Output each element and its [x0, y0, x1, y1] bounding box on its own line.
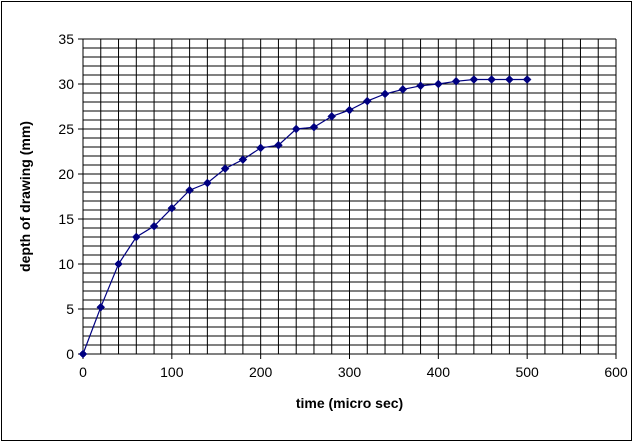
y-tick-label: 30: [58, 76, 74, 92]
data-point-marker: [114, 259, 123, 269]
data-point-marker: [167, 203, 177, 213]
y-tick-label: 35: [58, 31, 74, 47]
data-point-marker: [433, 79, 443, 89]
x-axis-title: time (micro sec): [296, 395, 403, 411]
data-point-marker: [291, 124, 301, 134]
y-tick-label: 10: [58, 256, 74, 272]
data-point-marker: [469, 75, 479, 84]
y-tick-label: 0: [66, 346, 74, 362]
data-point-marker: [131, 232, 141, 242]
data-point-marker: [416, 81, 425, 91]
data-point-marker: [522, 75, 532, 84]
y-tick-label: 25: [58, 121, 74, 137]
x-tick-label: 600: [604, 364, 628, 380]
data-point-marker: [149, 221, 159, 231]
data-point-marker: [185, 185, 194, 195]
x-tick-label: 0: [79, 364, 87, 380]
data-point-marker: [327, 112, 337, 121]
data-point-marker: [505, 75, 514, 84]
data-point-marker: [220, 164, 230, 173]
x-tick-label: 500: [515, 364, 539, 380]
data-point-marker: [274, 140, 283, 150]
data-point-marker: [380, 89, 390, 99]
data-point-marker: [487, 75, 496, 84]
x-tick-label: 100: [160, 364, 184, 380]
y-axis-title: depth of drawing (mm): [17, 121, 33, 272]
data-point-marker: [238, 155, 248, 164]
series: [78, 75, 532, 359]
x-tick-label: 200: [249, 364, 273, 380]
y-tick-labels: 0 5 10 15 20 25 30 35: [58, 31, 74, 362]
y-tick-label: 5: [66, 301, 74, 317]
data-point-marker: [309, 122, 319, 132]
data-point-marker: [398, 85, 408, 94]
grid: [83, 38, 616, 354]
y-tick-label: 20: [58, 166, 74, 182]
data-point-marker: [203, 178, 212, 188]
data-point-marker: [96, 302, 106, 312]
data-point-marker: [345, 105, 354, 115]
data-point-marker: [451, 76, 461, 86]
data-point-marker: [256, 143, 266, 153]
x-tick-label: 300: [338, 364, 362, 380]
data-point-marker: [362, 96, 372, 106]
y-tick-label: 15: [58, 211, 74, 227]
x-tick-labels: 0 100 200 300 400 500 600: [79, 364, 628, 380]
axes: [78, 38, 617, 359]
x-tick-label: 400: [427, 364, 451, 380]
data-point-marker: [78, 349, 88, 359]
